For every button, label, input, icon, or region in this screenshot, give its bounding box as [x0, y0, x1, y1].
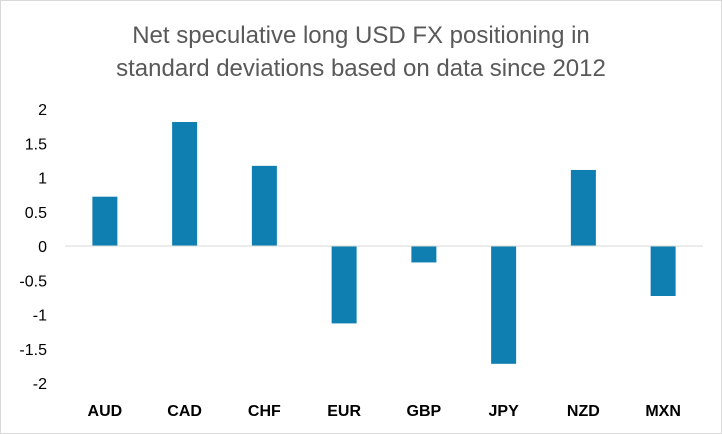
- y-tick-label: 1.5: [25, 136, 47, 153]
- x-category-label: NZD: [567, 403, 600, 420]
- bar-eur: [331, 246, 357, 324]
- x-axis-categories: AUD CAD CHF EUR GBP JPY NZD MXN: [88, 403, 681, 420]
- chart-title: Net speculative long USD FX positioning …: [1, 19, 721, 85]
- y-axis-ticks: 2 1.5 1 0.5 0 -0.5 -1 -1.5 -2: [19, 102, 47, 393]
- bar-gbp: [411, 246, 437, 263]
- x-category-label: JPY: [489, 403, 520, 420]
- y-tick-label: 2: [38, 102, 47, 119]
- bar-jpy: [491, 246, 517, 364]
- bars: [92, 122, 676, 364]
- x-category-label: GBP: [407, 403, 442, 420]
- y-tick-label: -0.5: [19, 273, 47, 290]
- x-category-label: AUD: [88, 403, 123, 420]
- bar-aud: [92, 196, 118, 246]
- x-category-label: CHF: [248, 403, 281, 420]
- x-category-label: CAD: [167, 403, 202, 420]
- chart-title-line-1: Net speculative long USD FX positioning …: [132, 22, 590, 49]
- y-tick-label: 0.5: [25, 205, 47, 222]
- y-tick-label: -2: [33, 376, 47, 393]
- bar-chf: [251, 165, 277, 246]
- y-tick-label: -1: [33, 308, 47, 325]
- x-category-label: EUR: [327, 403, 361, 420]
- bar-mxn: [650, 246, 676, 297]
- y-tick-label: 1: [38, 171, 47, 188]
- x-category-label: MXN: [645, 403, 681, 420]
- y-tick-label: -1.5: [19, 342, 47, 359]
- bar-nzd: [570, 169, 596, 246]
- chart-title-line-2: standard deviations based on data since …: [116, 55, 606, 82]
- bar-cad: [172, 122, 198, 246]
- y-tick-label: 0: [38, 239, 47, 256]
